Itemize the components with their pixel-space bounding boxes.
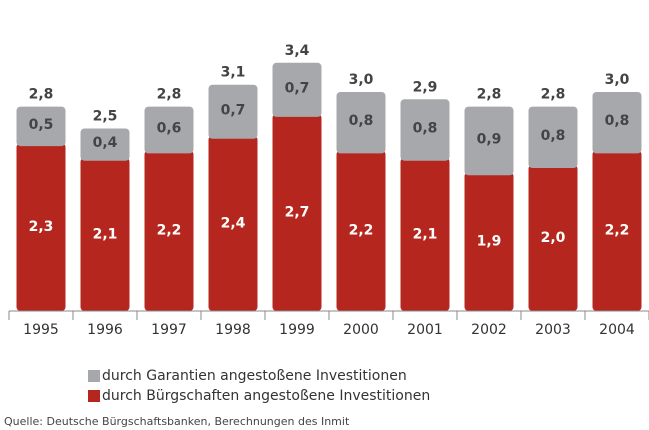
x-tick-label: 1995 xyxy=(23,322,59,338)
bar-segment xyxy=(592,150,642,311)
value-label: 0,8 xyxy=(349,113,374,129)
value-label: 2,1 xyxy=(93,226,118,242)
value-label: 0,4 xyxy=(93,135,118,151)
source: Quelle: Deutsche Bürgschaftsbanken, Bere… xyxy=(4,415,350,428)
value-label: 0,8 xyxy=(413,121,438,137)
total-label: 3,0 xyxy=(349,72,374,88)
total-label: 2,5 xyxy=(93,109,118,125)
bar-segment xyxy=(336,92,386,154)
value-label: 0,8 xyxy=(541,128,566,144)
value-label: 2,2 xyxy=(605,223,630,239)
x-tick-label: 1996 xyxy=(87,322,123,338)
bar-segment xyxy=(400,99,450,161)
bar-segment xyxy=(80,128,130,161)
value-label: 2,2 xyxy=(157,223,182,239)
value-label: 0,6 xyxy=(157,121,182,137)
total-label: 2,8 xyxy=(541,87,566,103)
total-label: 2,8 xyxy=(157,87,182,103)
value-label: 2,7 xyxy=(285,204,310,220)
x-tick-label: 1997 xyxy=(151,322,187,338)
bar-segment xyxy=(272,62,322,117)
x-tick-label: 2004 xyxy=(599,322,635,338)
bar-segment xyxy=(144,106,194,154)
bar-segment xyxy=(272,113,322,312)
total-label: 3,1 xyxy=(221,65,246,81)
total-label: 3,4 xyxy=(285,43,310,59)
legend-swatch xyxy=(88,390,100,402)
total-label: 3,0 xyxy=(605,72,630,88)
bar-segment xyxy=(592,92,642,154)
value-label: 2,4 xyxy=(221,215,246,231)
value-label: 2,1 xyxy=(413,226,438,242)
bar-segment xyxy=(464,106,514,176)
x-tick-label: 1999 xyxy=(279,322,315,338)
bar-segment xyxy=(528,106,578,168)
x-tick-label: 1998 xyxy=(215,322,251,338)
legend-swatch xyxy=(88,370,100,382)
value-label: 2,3 xyxy=(29,219,54,235)
value-label: 0,7 xyxy=(285,80,310,96)
value-label: 0,7 xyxy=(221,102,246,118)
value-label: 0,5 xyxy=(29,117,54,133)
value-label: 1,9 xyxy=(477,234,502,250)
bar-segment xyxy=(208,84,258,139)
bar-segment xyxy=(464,172,514,311)
bar-segment xyxy=(144,150,194,311)
bar-segment xyxy=(400,157,450,311)
bar-segment xyxy=(336,150,386,311)
bar-segment xyxy=(208,135,258,311)
value-label: 0,9 xyxy=(477,131,502,147)
total-label: 2,8 xyxy=(29,87,54,103)
bar-segment xyxy=(528,165,578,311)
total-label: 2,9 xyxy=(413,79,438,95)
legend-label: durch Bürgschaften angestoßene Investiti… xyxy=(102,388,430,404)
bar-segment xyxy=(80,157,130,311)
value-label: 2,0 xyxy=(541,230,566,246)
total-label: 2,8 xyxy=(477,87,502,103)
value-label: 0,8 xyxy=(605,113,630,129)
x-tick-label: 2001 xyxy=(407,322,443,338)
value-label: 2,2 xyxy=(349,223,374,239)
bar-segment xyxy=(16,106,66,147)
x-tick-label: 2000 xyxy=(343,322,379,338)
x-tick-label: 2003 xyxy=(535,322,571,338)
legend-label: durch Garantien angestoßene Investitione… xyxy=(102,368,407,384)
bar-segment xyxy=(16,143,66,311)
x-tick-label: 2002 xyxy=(471,322,507,338)
